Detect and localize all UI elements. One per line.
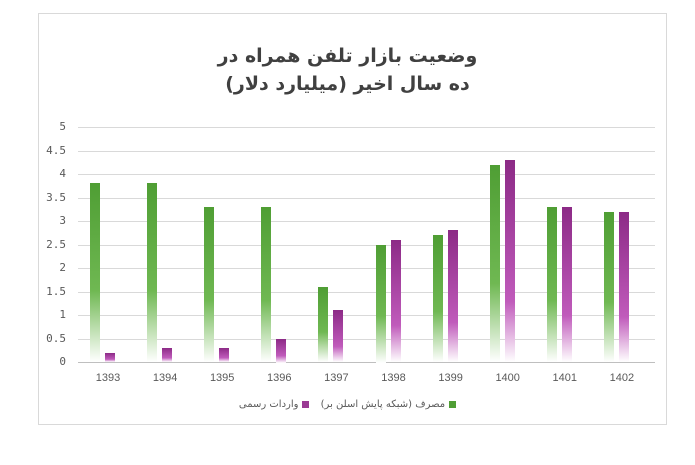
gridline [78,268,655,269]
legend-item-consumption: مصرف (شبکه پایش اسلن بر) [320,399,457,410]
y-tick-label: 1.5 [46,285,66,298]
gridline [78,127,655,128]
legend: مصرف (شبکه پایش اسلن بر) واردات رسمی [0,399,695,410]
bar-imports [391,240,401,362]
legend-label: مصرف (شبکه پایش اسلن بر) [320,399,446,410]
bar-consumption [490,165,500,362]
y-tick-label: 2.5 [46,238,66,251]
bar-imports [333,310,343,362]
y-tick-label: 3.5 [46,191,66,204]
x-tick-label: 1402 [609,372,635,384]
bar-consumption [376,245,386,363]
legend-label: واردات رسمی [238,399,299,410]
chart-title: وضعیت بازار تلفن همراه در ده سال اخیر (م… [0,42,695,98]
gridline [78,315,655,316]
legend-swatch-green [449,400,457,408]
y-tick-label: 1 [59,308,66,321]
x-tick-label: 1397 [324,372,349,384]
chart-title-line-2: ده سال اخیر (میلیارد دلار) [225,73,470,95]
legend-swatch-purple [302,400,310,408]
x-tick-label: 1399 [438,372,463,384]
y-tick-label: 4.5 [46,144,66,157]
chart-title-line-1: وضعیت بازار تلفن همراه در [217,45,478,67]
bar-imports [276,339,286,363]
y-tick-label: 3 [59,214,66,227]
bar-imports [105,353,115,362]
bar-consumption [318,287,328,362]
gridline [78,174,655,175]
y-tick-label: 5 [59,120,66,133]
y-tick-label: 0 [59,355,66,368]
gridline [78,221,655,222]
x-tick-label: 1398 [381,372,406,384]
x-tick-label: 1400 [495,372,520,384]
gridline [78,245,655,246]
y-tick-label: 0.5 [46,332,66,345]
bar-consumption [204,207,214,362]
bar-consumption [261,207,271,362]
y-tick-label: 4 [59,167,66,180]
y-tick-label: 2 [59,261,66,274]
bar-imports [448,230,458,362]
gridline [78,292,655,293]
x-tick-label: 1395 [209,372,235,384]
bar-consumption [604,212,614,362]
bar-consumption [433,235,443,362]
bar-imports [162,348,172,362]
bar-imports [619,212,629,362]
gridline [78,151,655,152]
x-axis-line [78,362,655,363]
bar-imports [219,348,229,362]
x-tick-label: 1394 [152,372,178,384]
gridline [78,198,655,199]
x-tick-label: 1401 [552,372,578,384]
bar-consumption [547,207,557,362]
bar-consumption [90,183,100,362]
legend-item-imports: واردات رسمی [239,399,310,410]
bar-consumption [147,183,157,362]
bar-imports [505,160,515,362]
gridline [78,339,655,340]
bar-imports [562,207,572,362]
x-tick-label: 1396 [267,372,292,384]
x-tick-label: 1393 [95,372,121,384]
